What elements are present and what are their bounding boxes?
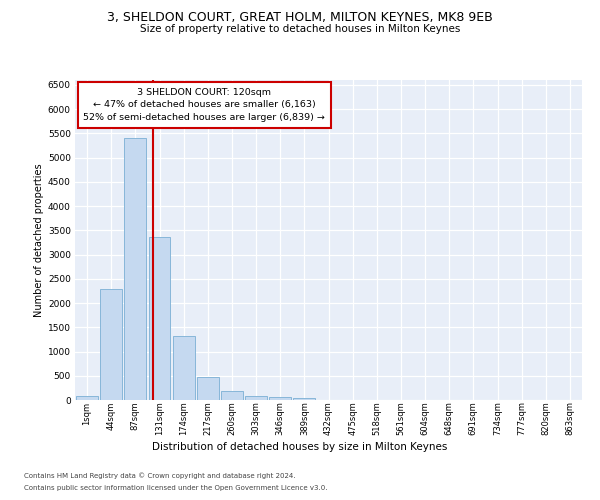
Y-axis label: Number of detached properties: Number of detached properties bbox=[34, 163, 44, 317]
Text: Size of property relative to detached houses in Milton Keynes: Size of property relative to detached ho… bbox=[140, 24, 460, 34]
Text: Contains HM Land Registry data © Crown copyright and database right 2024.: Contains HM Land Registry data © Crown c… bbox=[24, 472, 296, 479]
Bar bbox=[293, 398, 315, 400]
Bar bbox=[173, 336, 194, 400]
Bar bbox=[221, 391, 243, 400]
Bar bbox=[269, 398, 291, 400]
Bar bbox=[124, 138, 146, 400]
Text: 3, SHELDON COURT, GREAT HOLM, MILTON KEYNES, MK8 9EB: 3, SHELDON COURT, GREAT HOLM, MILTON KEY… bbox=[107, 11, 493, 24]
Bar bbox=[197, 377, 218, 400]
Bar bbox=[76, 396, 98, 400]
Bar bbox=[100, 290, 122, 400]
Text: Contains public sector information licensed under the Open Government Licence v3: Contains public sector information licen… bbox=[24, 485, 328, 491]
Text: Distribution of detached houses by size in Milton Keynes: Distribution of detached houses by size … bbox=[152, 442, 448, 452]
Bar bbox=[245, 396, 267, 400]
Bar bbox=[149, 236, 170, 400]
Text: 3 SHELDON COURT: 120sqm
← 47% of detached houses are smaller (6,163)
52% of semi: 3 SHELDON COURT: 120sqm ← 47% of detache… bbox=[83, 88, 325, 122]
